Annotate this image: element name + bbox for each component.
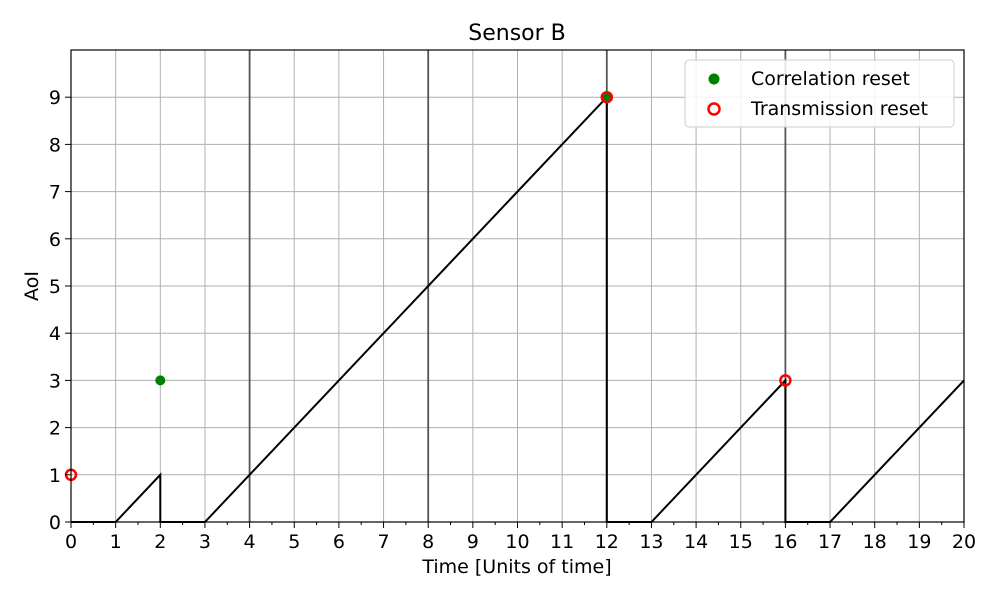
transmission-reset-point <box>779 374 792 387</box>
x-tick-label: 19 <box>907 531 931 553</box>
x-tick-label: 17 <box>818 531 842 553</box>
y-tick-label: 4 <box>49 323 61 345</box>
x-tick-label: 1 <box>110 531 122 553</box>
legend: Correlation reset Transmission reset <box>684 59 955 128</box>
y-axis-label: AoI <box>21 271 43 301</box>
x-tick-label: 9 <box>467 531 479 553</box>
axis-ticks: 0 1 2 3 4 5 6 7 8 9 10 11 12 13 14 15 16 17 18 19 2001234567… <box>49 87 976 553</box>
x-tick-label: 15 <box>729 531 753 553</box>
x-tick-label: 20 <box>952 531 976 553</box>
correlation-reset-point <box>601 92 612 103</box>
transmission-reset-point <box>600 90 614 104</box>
x-tick-label: 13 <box>639 531 663 553</box>
x-tick-label: 11 <box>550 531 574 553</box>
y-tick-label: 8 <box>49 134 61 156</box>
x-tick-label: 6 <box>333 531 345 553</box>
x-tick-label: 12 <box>595 531 619 553</box>
x-tick-label: 7 <box>378 531 390 553</box>
x-tick-label: 16 <box>773 531 797 553</box>
y-tick-label: 7 <box>49 182 61 204</box>
y-tick-label: 6 <box>49 229 61 251</box>
y-tick-label: 1 <box>49 465 61 487</box>
x-tick-label: 3 <box>199 531 211 553</box>
x-tick-label: 0 <box>65 531 77 553</box>
y-tick-label: 3 <box>49 370 61 392</box>
y-tick-label: 9 <box>49 87 61 109</box>
x-tick-label: 2 <box>154 531 166 553</box>
y-tick-label: 0 <box>49 512 61 534</box>
correlation-reset-point <box>155 375 166 386</box>
x-tick-label: 10 <box>505 531 529 553</box>
legend-box <box>684 59 955 128</box>
x-tick-label: 18 <box>863 531 887 553</box>
legend-correlation-marker <box>708 73 720 85</box>
x-axis-label: Time [Units of time] <box>421 556 611 578</box>
y-tick-label: 5 <box>49 276 61 298</box>
x-tick-label: 14 <box>684 531 708 553</box>
legend-correlation-label: Correlation reset <box>751 68 910 90</box>
x-tick-label: 4 <box>244 531 256 553</box>
legend-transmission-marker <box>707 102 721 116</box>
y-tick-label: 2 <box>49 418 61 440</box>
chart-title: Sensor B <box>468 21 566 46</box>
x-tick-label: 5 <box>288 531 300 553</box>
x-tick-label: 8 <box>422 531 434 553</box>
legend-transmission-label: Transmission reset <box>750 98 928 120</box>
